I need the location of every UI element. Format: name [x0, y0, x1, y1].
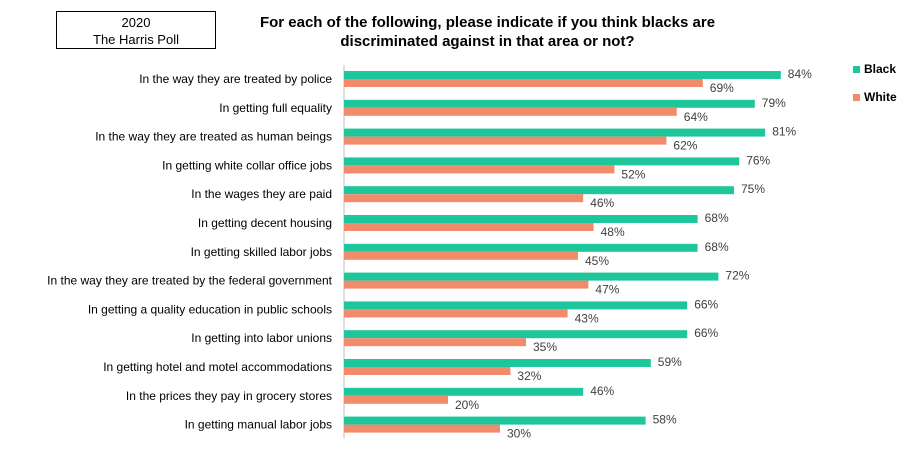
data-label-white: 30%	[507, 427, 531, 441]
bar-black	[344, 301, 688, 310]
data-label-black: 68%	[705, 211, 729, 225]
data-label-black: 66%	[694, 326, 718, 340]
bar-white	[344, 395, 448, 404]
category-label: In getting white collar office jobs	[162, 158, 332, 172]
category-label: In getting full equality	[219, 101, 332, 115]
category-label: In getting skilled labor jobs	[191, 245, 332, 259]
chart-title-line2: discriminated against in that area or no…	[340, 33, 635, 50]
data-label-black: 72%	[725, 269, 749, 283]
data-label-white: 47%	[595, 283, 619, 297]
data-label-black: 84%	[788, 67, 812, 81]
bar-black	[344, 330, 688, 339]
category-label: In getting manual labor jobs	[185, 418, 332, 432]
data-label-white: 64%	[684, 110, 708, 124]
data-label-white: 20%	[455, 398, 479, 412]
legend-swatch-black	[853, 66, 860, 73]
bar-white	[344, 79, 703, 87]
source-year: 2020	[121, 15, 151, 30]
data-label-white: 32%	[517, 369, 541, 383]
bar-black	[344, 272, 719, 281]
legend-label-black: Black	[864, 62, 896, 76]
data-label-black: 58%	[653, 413, 677, 427]
bar-black	[344, 359, 651, 367]
bar-white	[344, 107, 677, 116]
category-label: In the prices they pay in grocery stores	[126, 389, 332, 403]
category-label: In getting decent housing	[198, 216, 332, 230]
data-label-white: 62%	[673, 139, 697, 153]
bar-white	[344, 194, 584, 203]
bar-white	[344, 280, 589, 289]
category-label: In the way they are treated as human bei…	[95, 130, 332, 144]
bar-white	[344, 251, 578, 260]
category-label: In getting a quality education in public…	[88, 302, 332, 316]
data-label-black: 76%	[746, 153, 770, 167]
category-label: In getting into labor unions	[191, 331, 332, 345]
bar-black	[344, 157, 740, 166]
bar-black	[344, 215, 698, 223]
data-label-black: 68%	[705, 240, 729, 254]
bar-white	[344, 338, 526, 347]
data-label-black: 75%	[741, 182, 765, 196]
data-label-white: 48%	[601, 225, 625, 239]
data-label-white: 43%	[575, 311, 599, 325]
source-name: The Harris Poll	[93, 32, 179, 47]
bar-white	[344, 165, 615, 174]
data-label-black: 46%	[590, 384, 614, 398]
chart-title-line1: For each of the following, please indica…	[259, 14, 716, 31]
data-label-white: 45%	[585, 254, 609, 268]
bar-black	[344, 99, 755, 108]
bar-white	[344, 367, 511, 375]
bar-black	[344, 71, 781, 79]
bar-white	[344, 424, 500, 433]
source-box: 2020 The Harris Poll	[56, 11, 216, 49]
data-label-black: 79%	[762, 96, 786, 110]
category-label: In the way they are treated by police	[139, 72, 332, 86]
bar-black	[344, 186, 734, 195]
category-label: In the way they are treated by the feder…	[47, 274, 333, 288]
bar-white	[344, 223, 594, 231]
legend-swatch-white	[853, 94, 860, 101]
data-label-white: 52%	[621, 167, 645, 181]
data-label-black: 81%	[772, 125, 796, 139]
bar-white	[344, 136, 667, 145]
legend-label-white: White	[864, 90, 897, 104]
bar-black	[344, 128, 766, 137]
data-label-black: 59%	[658, 355, 682, 369]
data-label-white: 69%	[710, 81, 734, 95]
data-label-white: 46%	[590, 196, 614, 210]
bar-white	[344, 309, 568, 318]
bar-black	[344, 243, 698, 252]
data-label-black: 66%	[694, 297, 718, 311]
chart-title: For each of the following, please indica…	[230, 13, 745, 51]
bar-black	[344, 387, 584, 396]
category-label: In the wages they are paid	[191, 187, 332, 201]
bar-black	[344, 416, 646, 425]
data-label-white: 35%	[533, 340, 557, 354]
category-label: In getting hotel and motel accommodation…	[103, 360, 332, 374]
